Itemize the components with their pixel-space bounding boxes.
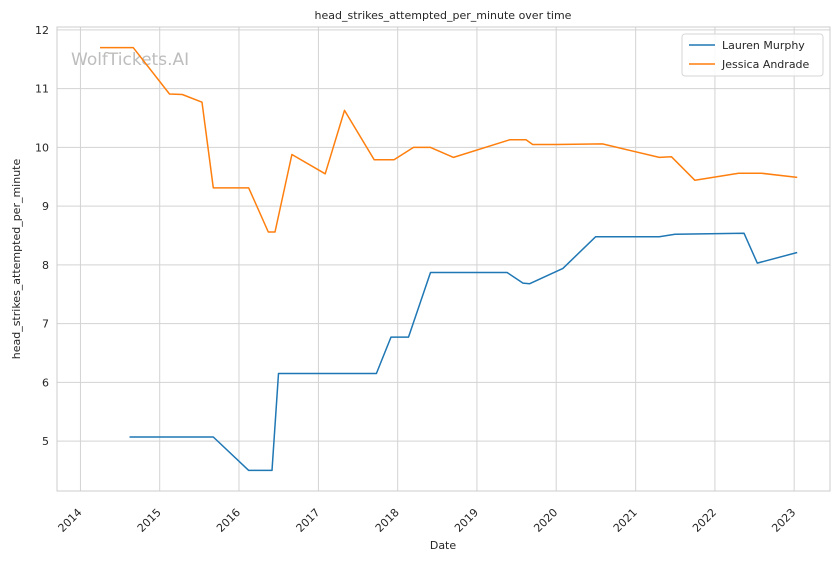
x-tick-label: 2014 xyxy=(56,506,85,535)
x-tick-label: 2019 xyxy=(452,506,481,535)
x-tick-label: 2015 xyxy=(135,506,164,535)
y-tick-label: 5 xyxy=(42,435,49,448)
x-tick-label: 2017 xyxy=(294,506,323,535)
series-line-jessica-andrade xyxy=(100,46,798,233)
legend-box xyxy=(681,33,824,77)
watermark: WolfTickets.AI xyxy=(71,50,189,70)
y-tick-label: 11 xyxy=(35,83,49,96)
y-tick-label: 7 xyxy=(42,318,49,331)
y-tick-label: 9 xyxy=(42,200,49,213)
x-axis-label: Date xyxy=(430,539,457,552)
x-tick-label: 2021 xyxy=(611,506,640,535)
chart-title: head_strikes_attempted_per_minute over t… xyxy=(315,9,572,22)
x-tick-label: 2020 xyxy=(531,506,560,535)
y-axis-ticks: 5 6 7 8 9 10 11 12 xyxy=(35,24,49,448)
y-tick-label: 6 xyxy=(42,376,49,389)
plot-area-frame xyxy=(56,26,831,492)
y-axis-label: head_strikes_attempted_per_minute xyxy=(10,159,23,360)
series-line-lauren-murphy xyxy=(129,232,798,472)
x-tick-label: 2022 xyxy=(690,506,719,535)
x-tick-label: 2023 xyxy=(769,506,798,535)
legend: Lauren Murphy Jessica Andrade xyxy=(681,33,824,77)
x-axis-ticks: 2014 2015 2016 2017 2018 2019 2020 2021 2022 2023 xyxy=(56,506,799,535)
series-lines xyxy=(100,46,798,472)
x-tick-label: 2016 xyxy=(214,506,243,535)
y-tick-label: 10 xyxy=(35,141,49,154)
y-tick-label: 8 xyxy=(42,259,49,272)
grid xyxy=(57,27,830,491)
legend-label-jessica-andrade: Jessica Andrade xyxy=(721,58,810,71)
legend-label-lauren-murphy: Lauren Murphy xyxy=(722,39,805,52)
y-tick-label: 12 xyxy=(35,24,49,37)
x-tick-label: 2018 xyxy=(373,506,402,535)
